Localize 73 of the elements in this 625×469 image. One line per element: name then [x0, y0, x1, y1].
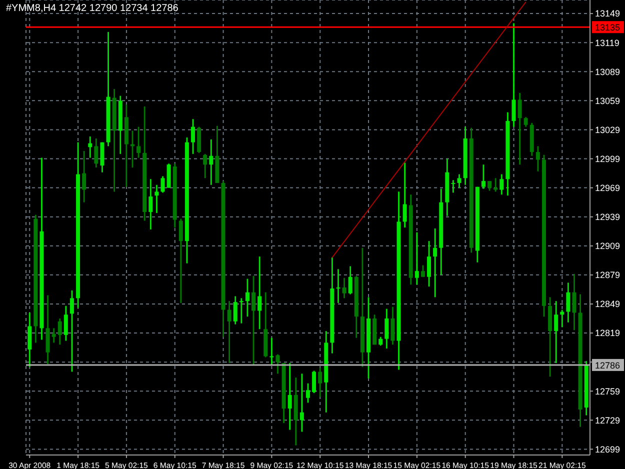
y-tick-label: 13089	[595, 66, 620, 77]
y-tick-label: 12759	[595, 386, 620, 396]
candlestick	[239, 297, 244, 324]
y-tick-label: 12999	[595, 154, 620, 164]
candlestick	[148, 178, 153, 230]
ref-line-label: 12786	[595, 360, 620, 370]
candlestick	[414, 232, 419, 286]
candlestick	[252, 275, 256, 366]
candlestick	[512, 22, 516, 128]
candlestick	[457, 174, 462, 189]
candlestick	[154, 184, 159, 214]
y-tick-label: 12819	[595, 328, 620, 338]
y-tick-label: 12729	[595, 415, 620, 426]
candlestick	[554, 300, 558, 364]
candlestick	[518, 92, 522, 166]
candlestick	[233, 296, 238, 326]
candlestick	[203, 153, 208, 179]
candlestick	[58, 318, 62, 346]
candlestick	[160, 175, 165, 194]
candlestick	[209, 138, 214, 186]
candlestick	[258, 256, 262, 330]
ref-line-label: 13135	[595, 22, 620, 33]
y-tick-label: 12849	[595, 299, 620, 310]
candlestick	[70, 290, 74, 372]
candlestick	[130, 130, 134, 168]
candlestick	[94, 138, 98, 168]
candlestick	[481, 164, 486, 190]
candlestick	[270, 337, 274, 366]
candlestick	[100, 142, 104, 174]
candlestick	[288, 362, 292, 431]
candlestick	[336, 268, 340, 304]
candlestick	[306, 382, 310, 404]
candlestick	[451, 179, 456, 194]
candlestick	[190, 118, 195, 155]
candlestick	[82, 150, 86, 204]
candlestick	[402, 162, 407, 228]
chart-title: #YMM8,H4 12742 12790 12734 12786	[6, 3, 178, 14]
candlestick	[500, 174, 504, 196]
candlestick	[227, 300, 232, 364]
candlestick	[88, 136, 92, 158]
candlestick	[524, 116, 528, 128]
candlestick	[384, 308, 389, 350]
candlestick	[560, 309, 564, 328]
candlestick	[64, 305, 68, 342]
candlestick	[28, 312, 32, 368]
candlestick	[245, 278, 250, 318]
y-tick-label: 13059	[595, 96, 620, 106]
candlestick	[420, 264, 425, 278]
candlestick	[300, 372, 304, 432]
y-tick-label: 12909	[595, 241, 620, 252]
y-tick-label: 12939	[595, 212, 620, 222]
y-tick-label: 12879	[595, 270, 620, 280]
y-tick-label: 12969	[595, 183, 620, 194]
candlestick	[312, 370, 316, 394]
candlestick	[488, 180, 492, 192]
candlestick	[136, 126, 141, 158]
y-tick-label: 13149	[595, 8, 620, 19]
y-tick-label: 13029	[595, 124, 620, 135]
y-tick-label: 13119	[595, 38, 620, 48]
candlestick	[566, 282, 570, 324]
y-tick-label: 12699	[595, 444, 620, 454]
candlestick	[166, 162, 171, 189]
candlestick	[427, 240, 432, 288]
candlestick	[433, 228, 438, 298]
candlestick	[348, 266, 352, 295]
candlestick	[318, 367, 322, 398]
candlestick	[178, 218, 183, 304]
candlestick	[536, 145, 540, 172]
candlestick	[572, 273, 576, 331]
candlestick	[52, 327, 56, 344]
candlestick	[276, 354, 280, 374]
candlestick	[390, 306, 395, 346]
candlestick	[342, 277, 346, 299]
